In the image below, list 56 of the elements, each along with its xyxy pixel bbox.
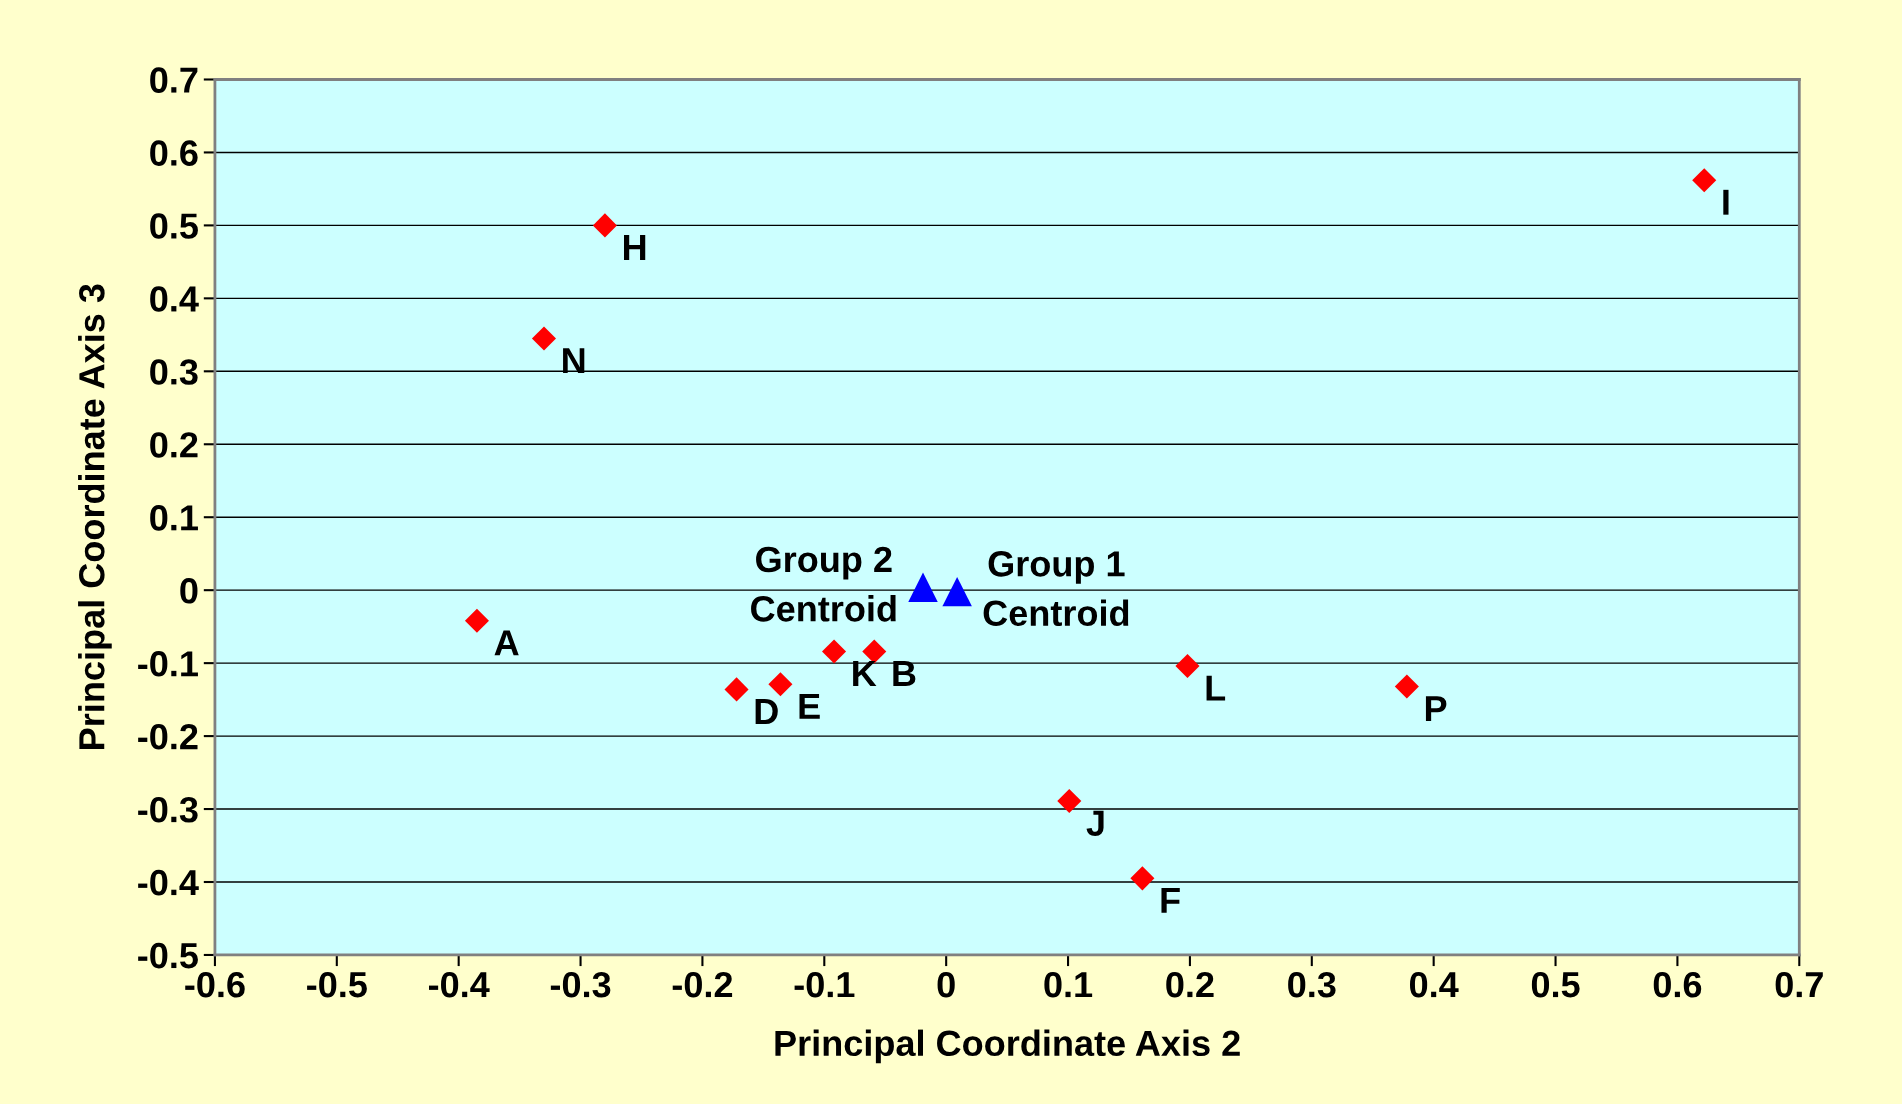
point — [1175, 654, 1200, 679]
annotation: L — [1206, 675, 1226, 701]
x-tick-label: 0.6 — [1653, 971, 1702, 998]
annotation: I — [1723, 189, 1729, 215]
x-tick-label: -0.2 — [672, 971, 733, 998]
y-tick-label: 0 — [180, 578, 198, 604]
y-tick-label: -0.5 — [138, 942, 198, 969]
point — [464, 608, 489, 633]
y-tick-label: 0.6 — [150, 140, 198, 166]
annotation: E — [799, 693, 820, 719]
annotation: P — [1425, 696, 1447, 721]
annotation: Group 1 Centroid — [983, 551, 1129, 627]
x-tick-label: 0.1 — [1044, 971, 1093, 998]
annotation: F — [1161, 888, 1180, 913]
point — [908, 572, 938, 602]
y-tick-label: 0.4 — [150, 286, 199, 312]
y-tick-label: 0.7 — [150, 67, 198, 93]
point — [1394, 674, 1419, 699]
x-tick-label: -0.5 — [307, 971, 367, 998]
x-tick-label: 0.2 — [1166, 971, 1214, 998]
x-tick-label: 0.3 — [1288, 971, 1336, 998]
annotation: H — [624, 235, 646, 260]
x-tick-label: -0.6 — [185, 971, 245, 998]
x-axis-title: Principal Coordinate Axis 2 — [775, 1029, 1240, 1064]
y-tick-label: -0.1 — [138, 651, 198, 677]
y-tick-label: 0.5 — [150, 213, 198, 239]
x-tick-label: 0.7 — [1775, 971, 1823, 998]
x-tick-label: 0.4 — [1410, 971, 1459, 998]
point — [724, 677, 749, 702]
annotation: B — [893, 661, 916, 686]
point — [1057, 788, 1082, 814]
y-tick-label: 0.2 — [150, 432, 198, 458]
y-tick-label: -0.4 — [138, 869, 199, 896]
y-tick-label: -0.2 — [138, 723, 198, 750]
point — [942, 576, 972, 607]
x-tick-label: 0 — [937, 971, 955, 998]
point — [531, 326, 557, 351]
point — [1692, 168, 1717, 193]
annotation: N — [563, 348, 585, 373]
point — [822, 639, 847, 664]
annotation: D — [755, 699, 778, 724]
y-axis-title: Principal Coordinate Axis 3 — [78, 284, 112, 749]
annotation: J — [1086, 810, 1104, 836]
point — [592, 213, 617, 238]
x-tick-label: -0.4 — [428, 971, 490, 998]
y-tick-label: 0.1 — [150, 505, 198, 531]
x-tick-label: 0.5 — [1531, 971, 1580, 998]
y-tick-label: 0.3 — [150, 359, 198, 385]
x-tick-label: -0.1 — [794, 971, 855, 998]
point — [1130, 866, 1155, 891]
annotation: A — [494, 630, 519, 656]
annotation: Group 2 Centroid — [751, 546, 896, 622]
y-tick-label: -0.3 — [138, 796, 198, 823]
annotation: K — [853, 661, 877, 686]
point — [768, 672, 793, 697]
x-tick-label: -0.3 — [550, 971, 611, 998]
